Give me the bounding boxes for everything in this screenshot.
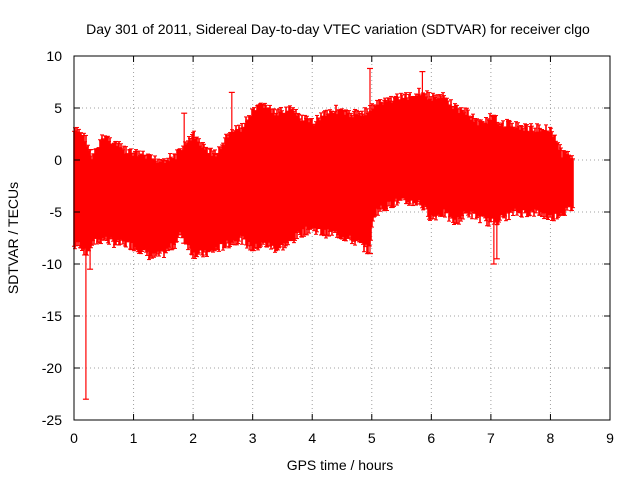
x-tick-label: 1 [130,430,138,446]
data-series-sdtvar [72,67,575,400]
x-tick-label: 7 [487,430,495,446]
y-tick-label: -20 [42,360,62,376]
x-tick-label: 2 [189,430,197,446]
y-axis-title: SDTVAR / TECUs [5,182,21,294]
x-tick-label: 0 [70,430,78,446]
plot-border [73,55,611,421]
x-tick-label: 8 [547,430,555,446]
y-tick-label: -10 [42,256,62,272]
y-tick-label: 0 [54,152,62,168]
y-tick-label: 10 [46,48,62,64]
x-axis-title: GPS time / hours [287,457,394,473]
y-tick-label: -15 [42,308,62,324]
x-tick-label: 3 [249,430,257,446]
axis-ticks: 0 1 2 3 4 5 6 7 8 9 -25 -20 -15 -10 -5 0 5 10 [42,48,614,446]
chart-title: Day 301 of 2011, Sidereal Day-to-day VTE… [86,21,590,37]
x-tick-label: 4 [308,430,316,446]
x-tick-label: 5 [368,430,376,446]
y-tick-label: -5 [50,204,63,220]
x-tick-label: 9 [606,430,614,446]
x-tick-label: 6 [427,430,435,446]
y-tick-label: -25 [42,412,62,428]
y-tick-label: 5 [54,100,62,116]
